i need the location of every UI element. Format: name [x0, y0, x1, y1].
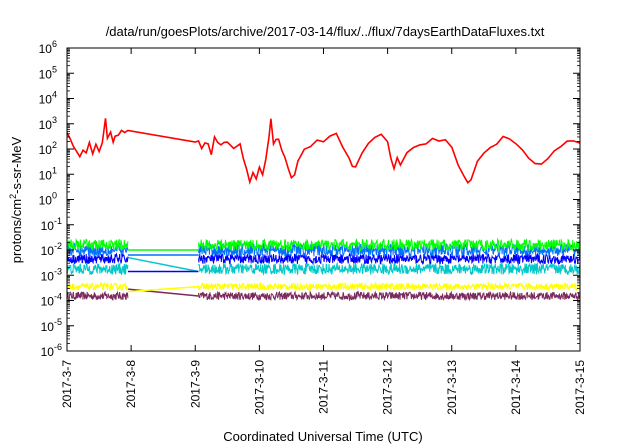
y-tick-label: 10-5 — [41, 317, 62, 334]
series-2-line — [66, 281, 581, 292]
y-tick-label: 104 — [39, 90, 57, 107]
red-series-layer — [66, 118, 581, 185]
red-series-line — [66, 118, 581, 185]
series-layer — [66, 237, 581, 302]
plot-frame — [66, 47, 581, 352]
y-tick-label: 103 — [39, 115, 57, 132]
y-tick-label: 10-1 — [41, 216, 62, 233]
y-axis: 106 105 104 103 102 101 100 10-1 10-2 10-3 10-4 10-… — [39, 39, 580, 359]
y-axis-label: protons/cm2-s-sr-MeV — [8, 136, 24, 263]
series-3-gap-line — [127, 256, 199, 273]
x-tick-label: 2017-3-15 — [573, 360, 587, 415]
x-tick-label: 2017-3-12 — [381, 360, 395, 415]
chart-title: /data/run/goesPlots/archive/2017-03-14/f… — [106, 24, 545, 39]
x-tick-label: 2017-3-13 — [445, 360, 459, 415]
y-tick-label: 106 — [39, 39, 57, 56]
series-2-gap-line — [127, 285, 199, 293]
x-tick-label: 2017-3-10 — [252, 360, 266, 415]
x-tick-label: 2017-3-11 — [317, 360, 331, 414]
y-tick-label: 10-3 — [41, 266, 62, 283]
y-tick-label: 10-4 — [41, 292, 62, 309]
y-tick-label: 102 — [39, 140, 57, 157]
series-3-line — [66, 261, 581, 277]
x-tick-label: 2017-3-14 — [509, 360, 523, 415]
x-tick-label: 2017-3-8 — [124, 360, 138, 408]
series-1-line — [66, 290, 581, 302]
y-tick-label: 10-6 — [41, 342, 62, 359]
x-tick-label: 2017-3-7 — [60, 360, 74, 408]
y-tick-label: 100 — [39, 191, 57, 208]
y-tick-label: 105 — [39, 64, 57, 81]
y-tick-label: 10-2 — [41, 241, 62, 258]
x-axis: 2017-3-7 2017-3-8 2017-3-9 2017-3-10 2017-3-… — [60, 48, 587, 415]
x-axis-label: Coordinated Universal Time (UTC) — [223, 429, 422, 444]
series-4-line — [66, 251, 581, 266]
series-6-line — [66, 237, 581, 253]
y-tick-label: 101 — [39, 165, 57, 182]
x-tick-label: 2017-3-9 — [188, 360, 202, 408]
